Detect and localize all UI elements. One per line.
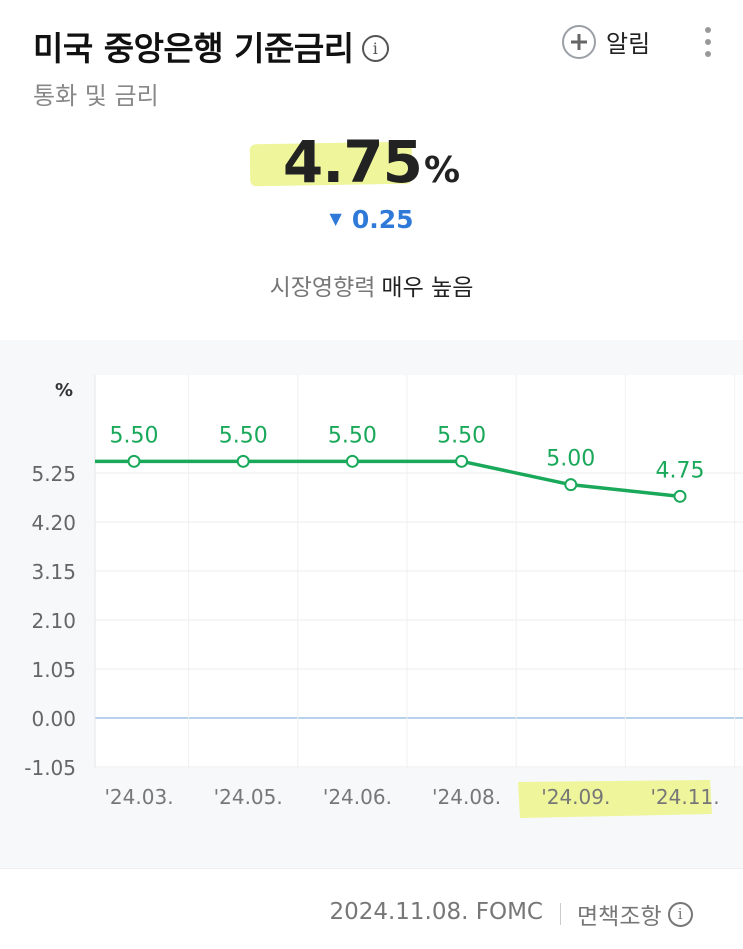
data-label: 5.50 bbox=[328, 423, 377, 448]
y-axis-label: % bbox=[55, 380, 73, 401]
change-value: 0.25 bbox=[351, 205, 414, 234]
x-tick-label: '24.11. bbox=[650, 785, 719, 809]
y-tick-label: 5.25 bbox=[31, 462, 76, 486]
data-label: 5.50 bbox=[110, 423, 159, 448]
title-text: 미국 중앙은행 기준금리 bbox=[33, 29, 354, 68]
down-arrow-icon: ▼ bbox=[329, 209, 342, 228]
rate-change: ▼ 0.25 bbox=[0, 205, 743, 234]
rate-chart: 5.25 4.20 3.15 2.10 1.05 0.00 -1.05% '24.03. '24… bbox=[0, 340, 743, 868]
footer-date: 2024.11.08. FOMC bbox=[329, 899, 543, 925]
x-tick-label: '24.09. bbox=[541, 785, 610, 809]
rate-unit: % bbox=[424, 150, 461, 191]
data-point bbox=[127, 454, 141, 468]
data-point bbox=[236, 454, 250, 468]
info-icon[interactable]: i bbox=[361, 34, 389, 62]
alarm-label: 알림 bbox=[606, 30, 651, 58]
x-tick-label: '24.08. bbox=[432, 785, 501, 809]
page-title: 미국 중앙은행 기준금리 i bbox=[33, 22, 389, 70]
x-tick-label: '24.06. bbox=[323, 785, 392, 809]
data-point bbox=[564, 478, 578, 492]
footer: 2024.11.08. FOMC 면책조항 i bbox=[0, 868, 743, 949]
line-chart: 5.25 4.20 3.15 2.10 1.05 0.00 -1.05% '24.03. '24… bbox=[24, 375, 743, 818]
data-point bbox=[345, 454, 359, 468]
rate-number: 4.75 bbox=[282, 128, 423, 196]
y-tick-label: -1.05 bbox=[24, 756, 76, 780]
impact-level: 매우 높음 bbox=[381, 275, 474, 301]
data-label: 4.75 bbox=[656, 458, 705, 483]
impact-label: 시장영향력 bbox=[269, 275, 376, 301]
y-tick-label: 2.10 bbox=[31, 609, 76, 633]
data-label: 5.50 bbox=[437, 423, 486, 448]
footer-divider bbox=[560, 903, 561, 925]
data-point bbox=[455, 454, 469, 468]
y-tick-label: 1.05 bbox=[31, 658, 76, 682]
plus-icon bbox=[562, 24, 596, 59]
data-label: 5.50 bbox=[219, 423, 268, 448]
x-tick-label: '24.05. bbox=[214, 785, 283, 809]
more-options-icon[interactable] bbox=[700, 27, 716, 57]
info-icon: i bbox=[667, 901, 693, 927]
category-subtitle: 통화 및 금리 bbox=[33, 82, 159, 110]
header: 미국 중앙은행 기준금리 i 통화 및 금리 알림 4.75% ▼ 0.25 시장… bbox=[0, 0, 743, 340]
y-tick-label: 3.15 bbox=[31, 560, 76, 584]
data-point bbox=[673, 489, 687, 503]
y-tick-label: 0.00 bbox=[31, 707, 76, 731]
rate-value: 4.75% bbox=[0, 128, 743, 196]
disclaimer-link[interactable]: 면책조항 i bbox=[577, 897, 693, 931]
alarm-button[interactable]: 알림 bbox=[562, 24, 650, 59]
y-tick-label: 4.20 bbox=[31, 511, 76, 535]
market-impact: 시장영향력 매우 높음 bbox=[0, 268, 743, 302]
disclaimer-label: 면책조항 bbox=[577, 904, 662, 930]
highlight-mark bbox=[518, 780, 712, 818]
x-tick-label: '24.03. bbox=[104, 785, 173, 809]
data-label: 5.00 bbox=[546, 447, 595, 472]
